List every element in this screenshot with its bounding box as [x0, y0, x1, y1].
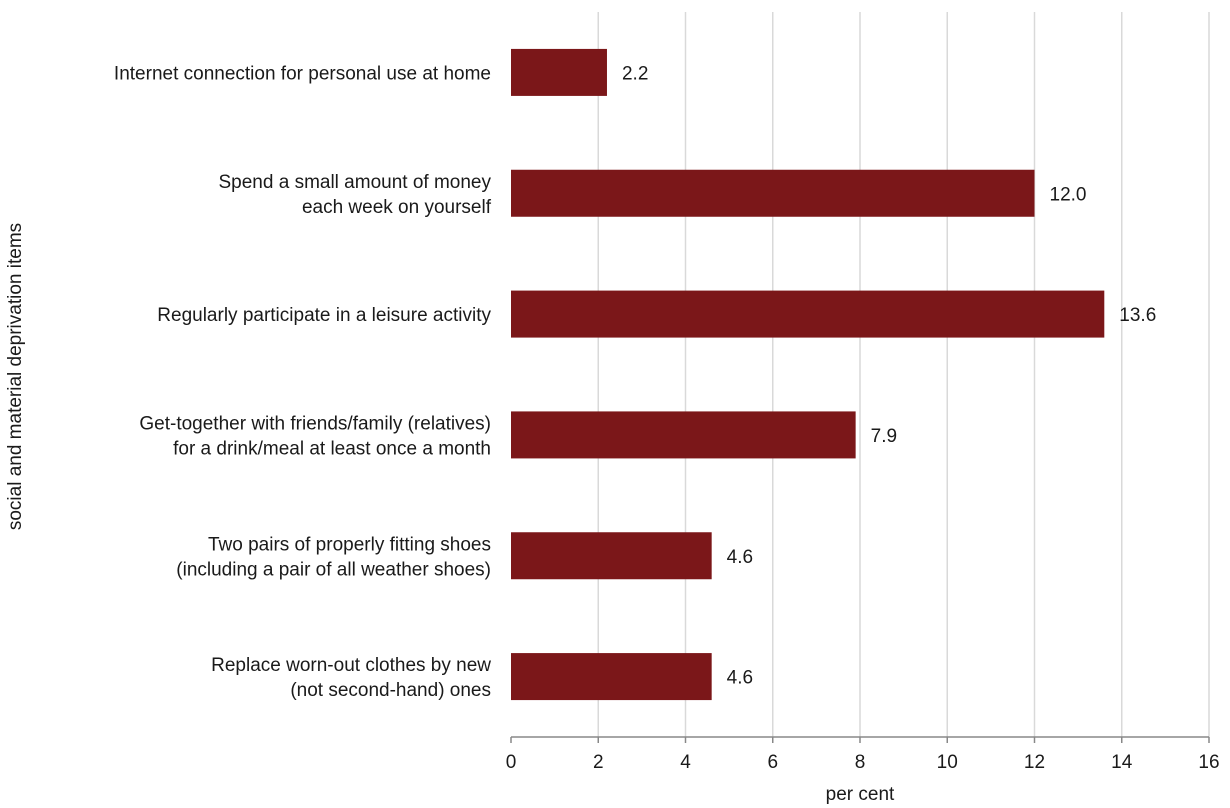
data-label: 4.6 [727, 668, 753, 689]
y-axis-title: social and material deprivation items [5, 223, 26, 530]
category-labels: Internet connection for personal use at … [114, 63, 492, 701]
x-tick-label: 0 [506, 752, 517, 773]
category-label-line: (including a pair of all weather shoes) [176, 559, 491, 580]
category-label-line: Internet connection for personal use at … [114, 63, 491, 84]
category-label-line: for a drink/meal at least once a month [173, 438, 491, 459]
bar [511, 653, 712, 701]
x-tick-label: 8 [855, 752, 866, 773]
category-label-line: Two pairs of properly fitting shoes [208, 534, 491, 555]
x-tick-label: 14 [1111, 752, 1133, 773]
gridlines [597, 12, 1210, 737]
category-label-line: (not second-hand) ones [290, 680, 491, 701]
data-label: 12.0 [1050, 184, 1087, 205]
category-label: Two pairs of properly fitting shoes (incl… [176, 534, 491, 580]
x-tick-label: 16 [1198, 752, 1219, 773]
x-axis: 0 2 4 6 8 10 12 14 16 [506, 736, 1220, 773]
bars [511, 48, 1105, 701]
value-labels: 2.2 12.0 13.6 7.9 4.6 4.6 [622, 63, 1156, 688]
x-tick-label: 4 [680, 752, 691, 773]
category-label-line: Get-together with friends/family (relati… [139, 413, 491, 434]
category-label: Get-together with friends/family (relati… [139, 413, 491, 459]
category-label-line: Regularly participate in a leisure activ… [157, 305, 491, 326]
bar [511, 48, 607, 96]
x-tick-label: 2 [593, 752, 604, 773]
bar [511, 411, 856, 459]
category-label: Replace worn-out clothes by new (not seco… [211, 655, 491, 701]
category-label: Regularly participate in a leisure activ… [157, 305, 491, 326]
x-tick-label: 6 [767, 752, 778, 773]
bar [511, 290, 1105, 338]
category-label: Internet connection for personal use at … [114, 63, 491, 84]
x-axis-title: per cent [826, 784, 895, 805]
category-label: Spend a small amount of money each week o… [219, 172, 492, 218]
data-label: 2.2 [622, 63, 648, 84]
data-label: 13.6 [1119, 305, 1156, 326]
bar [511, 532, 712, 580]
x-tick-label: 12 [1024, 752, 1045, 773]
category-label-line: Spend a small amount of money [219, 172, 492, 193]
category-label-line: Replace worn-out clothes by new [211, 655, 491, 676]
category-label-line: each week on yourself [302, 197, 492, 218]
data-label: 4.6 [727, 547, 753, 568]
x-tick-label: 10 [937, 752, 958, 773]
data-label: 7.9 [871, 426, 897, 447]
bar [511, 169, 1035, 217]
